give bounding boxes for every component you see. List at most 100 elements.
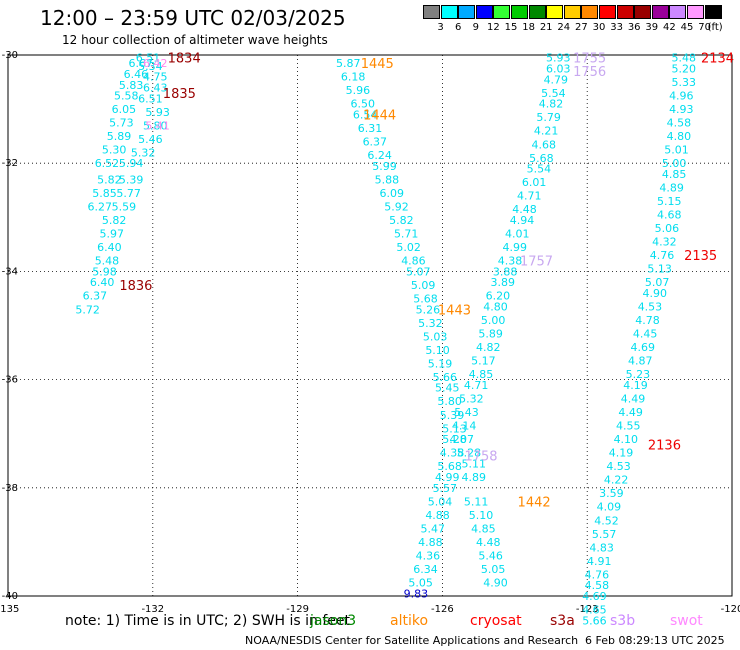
satellite-legend-jason3: jason3 (310, 613, 357, 629)
wave-height-label: 5.82 (97, 173, 122, 186)
wave-height-label: 5.93 (145, 106, 170, 119)
wave-height-label: 5.80 (437, 395, 462, 408)
colorbar-swatch (423, 5, 440, 19)
pass-time-label: 2135 (684, 249, 717, 264)
pass-time-label: 2136 (648, 439, 681, 454)
wave-height-label: 6.20 (486, 290, 511, 303)
wave-height-label: 4.14 (452, 420, 477, 433)
pass-time-label: 1444 (363, 109, 396, 124)
colorbar-tick-label: 12 (487, 22, 500, 33)
wave-height-label: 5.98 (92, 265, 117, 278)
x-tick-label: -123 (576, 604, 599, 615)
footer-credit: NOAA/NESDIS Center for Satellite Applica… (245, 634, 579, 647)
wave-height-label: 5.54 (527, 163, 552, 176)
wave-height-label: 5.17 (471, 355, 496, 368)
x-tick-label: -129 (286, 604, 309, 615)
colorbar-swatch (493, 5, 511, 19)
wave-height-label: 5.82 (389, 214, 414, 227)
wave-height-label: 5.13 (647, 263, 672, 276)
wave-height-label: 5.71 (394, 228, 419, 241)
pass-time-label: 1756 (573, 65, 606, 80)
wave-height-label: 4.22 (604, 474, 629, 487)
wave-height-label: 4.69 (630, 341, 655, 354)
colorbar-tick-label: 21 (539, 22, 553, 33)
wave-height-label: 5.68 (437, 460, 462, 473)
wave-height-label: 5.46 (138, 133, 163, 146)
wave-height-label: 4.99 (503, 241, 528, 254)
wave-height-label: 5.47 (420, 522, 445, 535)
colorbar-tick-label: 6 (455, 22, 462, 33)
colorbar-tick-label: 9 (472, 22, 479, 33)
wave-height-label: 4.69 (582, 590, 607, 603)
wave-height-label: 5.30 (102, 144, 127, 157)
wave-height-label: 5.94 (119, 157, 144, 170)
wave-height-label: 4.80 (483, 301, 508, 314)
colorbar-tick-label: 3 (437, 22, 444, 33)
colorbar-tick-label: 18 (522, 22, 535, 33)
wave-height-label: 5.11 (464, 495, 489, 508)
wave-height-label: 4.10 (614, 433, 639, 446)
wave-height-label: 5.57 (592, 528, 617, 541)
colorbar-tick-label: 70 (698, 22, 711, 33)
pass-time-label: 2134 (701, 52, 734, 67)
wave-height-label: 5.45 (435, 382, 460, 395)
wave-height-label: 5.00 (481, 314, 506, 327)
wave-height-label: 4.89 (659, 182, 684, 195)
colorbar-tick-label: 45 (680, 22, 694, 33)
wave-height-label: 4.85 (471, 522, 496, 535)
wave-height-label: 4.93 (669, 103, 694, 116)
colorbar-swatch (581, 5, 599, 19)
wave-height-label: 4.36 (416, 549, 441, 562)
wave-height-label: 6.09 (379, 187, 404, 200)
wave-height-label: 4.80 (667, 130, 692, 143)
plot-frame (7, 54, 733, 597)
wave-height-label: 5.57 (433, 482, 458, 495)
wave-height-label: 4.83 (589, 541, 614, 554)
wave-height-label: 5.59 (112, 200, 137, 213)
wave-height-label: 3.59 (599, 487, 624, 500)
wave-height-label: 5.46 (478, 549, 503, 562)
wave-height-label: 5.39 (119, 173, 144, 186)
wave-height-label: 5.09 (411, 279, 436, 292)
wave-height-label: 5.93 (546, 52, 571, 65)
wave-height-label: 5.20 (671, 63, 696, 76)
footer-note: note: 1) Time is in UTC; 2) SWH is in fe… (65, 613, 351, 629)
wave-height-label: 3.89 (490, 276, 515, 289)
wave-height-label: 4.38 (498, 255, 523, 268)
chart-subtitle: 12 hour collection of altimeter wave hei… (62, 33, 328, 47)
wave-height-label: 3.88 (493, 265, 518, 278)
wave-height-label: 5.32 (459, 393, 484, 406)
wave-height-label: 5.66 (433, 371, 458, 384)
colorbar-swatch (546, 5, 564, 19)
x-tick-label: -120 (721, 604, 740, 615)
wave-height-label: 4.88 (425, 509, 450, 522)
wave-height-label: 4.90 (643, 287, 668, 300)
wave-height-label: 4.58 (667, 117, 692, 130)
wave-height-label: 4.49 (621, 393, 646, 406)
wave-height-label: 4.01 (505, 228, 530, 241)
wave-height-label: 4.32 (652, 236, 677, 249)
wave-height-label: 4.53 (638, 301, 663, 314)
wave-height-label: 4.09 (597, 501, 622, 514)
wave-height-label: 4.89 (462, 471, 487, 484)
wave-height-label: 4.75 (143, 71, 168, 84)
wave-height-label: 5.26 (416, 303, 441, 316)
wave-height-label: 5.19 (428, 357, 453, 370)
x-tick-label: -135 (0, 604, 19, 615)
y-tick-label: -36 (2, 375, 18, 386)
wave-height-label: 6.37 (363, 136, 388, 149)
wave-height-label: 5.96 (346, 84, 371, 97)
colorbar-swatch (511, 5, 528, 19)
colorbar-swatch (704, 5, 722, 19)
y-tick-label: -34 (2, 266, 18, 277)
wave-height-label: 5.85 (92, 187, 117, 200)
colorbar-swatch (528, 5, 546, 19)
wave-height-label: 5.48 (95, 255, 120, 268)
colorbar-swatch (616, 5, 634, 19)
wave-height-label: 4.71 (517, 190, 542, 203)
colorbar-swatch (440, 5, 458, 19)
wave-height-label: 5.10 (469, 509, 494, 522)
wave-height-label: 5.32 (418, 317, 443, 330)
wave-height-label: 4.55 (616, 420, 641, 433)
colorbar-swatch (651, 5, 669, 19)
